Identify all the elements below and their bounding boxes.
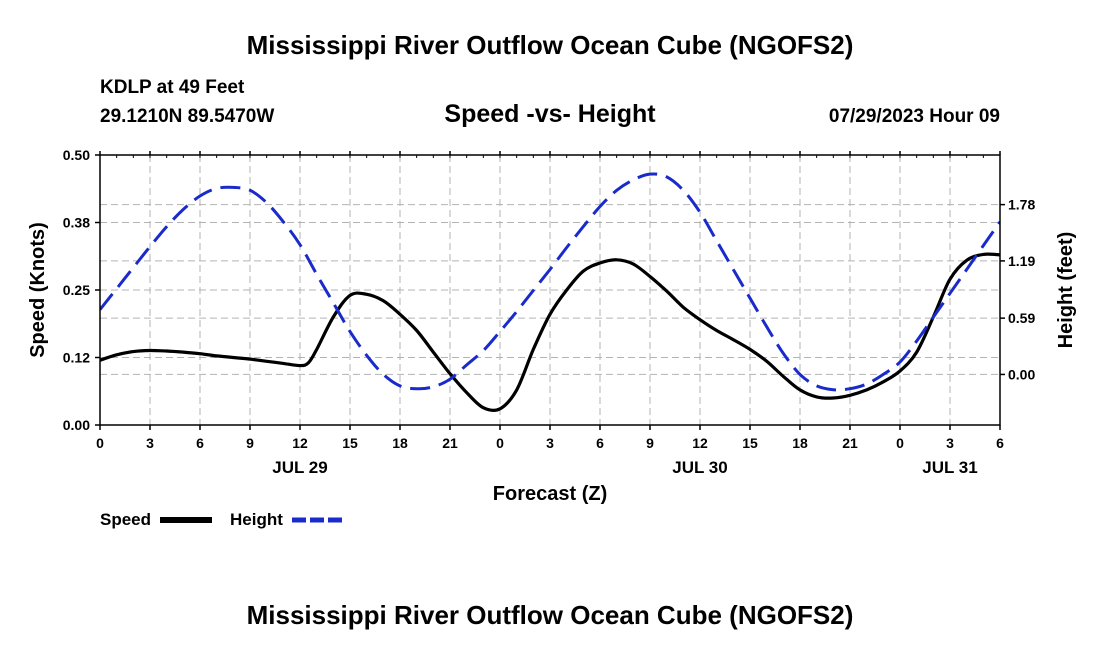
y2-tick-label: 1.78	[1008, 197, 1035, 213]
series-line-speed	[100, 252, 1000, 413]
chart-title: Mississippi River Outflow Ocean Cube (NG…	[246, 30, 854, 60]
x-tick-label: 6	[596, 435, 604, 451]
x-tick-label: 0	[896, 435, 904, 451]
date-label: JUL 29	[272, 458, 327, 477]
series-line-height	[100, 172, 1000, 392]
station-name: KDLP at 49 Feet	[100, 77, 245, 98]
date-label: JUL 30	[672, 458, 727, 477]
x-tick-label: 15	[742, 435, 758, 451]
x-tick-label: 21	[842, 435, 858, 451]
speed-height-chart: 0 3 6 9 12 15 18 21 0 3 6 9 12 15 18 21 0 3 6 JUL 29 JUL 30 J…	[27, 147, 1077, 529]
legend-label-height: Height	[230, 510, 283, 529]
station-coords: 29.1210N 89.5470W	[100, 106, 275, 127]
x-tick-label: 18	[392, 435, 408, 451]
x-tick-label: 9	[246, 435, 254, 451]
y-tick-label: 0.38	[63, 215, 90, 231]
x-tick-label: 6	[996, 435, 1004, 451]
y2-tick-label: 0.59	[1008, 310, 1035, 326]
x-tick-label: 15	[342, 435, 358, 451]
x-tick-label: 21	[442, 435, 458, 451]
x-tick-label: 0	[96, 435, 104, 451]
x-tick-label: 0	[496, 435, 504, 451]
y-tick-label: 0.12	[63, 350, 90, 366]
y2-tick-label: 1.19	[1008, 253, 1035, 269]
y-tick-label: 0.25	[63, 282, 90, 298]
date-label: JUL 31	[922, 458, 977, 477]
legend: Speed Height	[100, 510, 344, 529]
x-tick-label: 3	[546, 435, 554, 451]
y-axis-title: Speed (Knots)	[27, 222, 49, 358]
x-tick-label: 6	[196, 435, 204, 451]
y-tick-label: 0.00	[63, 417, 90, 433]
y2-axis-title: Height (feet)	[1055, 232, 1077, 349]
chart-subtitle: Speed -vs- Height	[444, 100, 656, 128]
x-tick-label: 12	[292, 435, 308, 451]
x-axis-title: Forecast (Z)	[493, 483, 607, 505]
forecast-timestamp: 07/29/2023 Hour 09	[828, 106, 1000, 127]
x-tick-label: 3	[946, 435, 954, 451]
x-tick-label: 18	[792, 435, 808, 451]
axes: 0 3 6 9 12 15 18 21 0 3 6 9 12 15 18 21 0 3 6 JUL 29 JUL 30 J…	[63, 147, 1036, 477]
x-tick-label: 3	[146, 435, 154, 451]
x-tick-label: 12	[692, 435, 708, 451]
y-tick-label: 0.50	[63, 147, 90, 163]
footer-chart-title: Mississippi River Outflow Ocean Cube (NG…	[246, 600, 854, 630]
y2-tick-label: 0.00	[1008, 366, 1035, 382]
legend-label-speed: Speed	[100, 510, 151, 529]
series-layer	[100, 172, 1000, 413]
x-tick-label: 9	[646, 435, 654, 451]
grid	[100, 155, 1000, 425]
